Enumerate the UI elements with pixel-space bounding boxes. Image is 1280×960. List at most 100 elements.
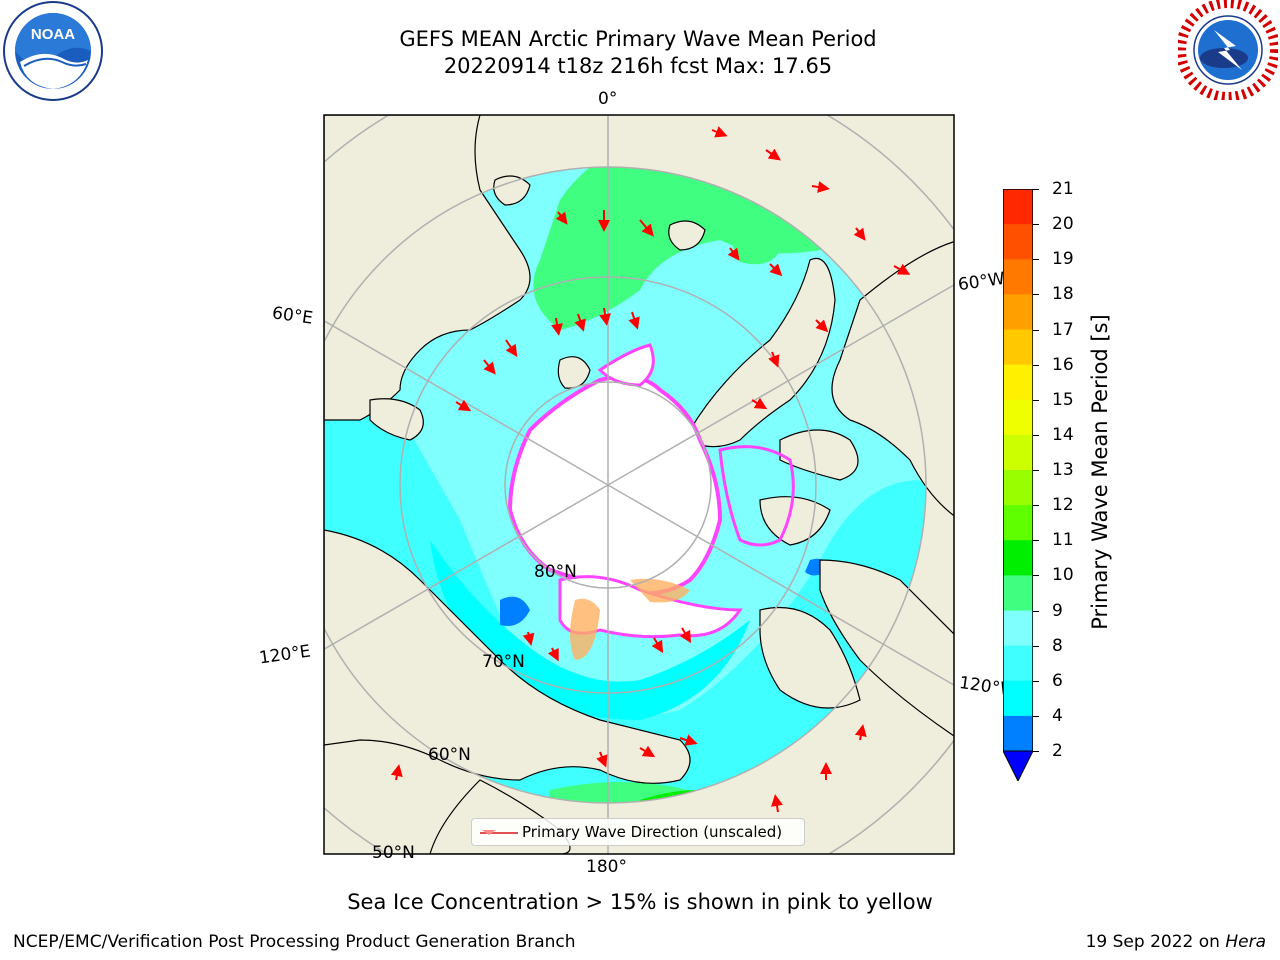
wave-arrow (768, 351, 780, 368)
colorbar-label: Primary Wave Mean Period [s] (1088, 314, 1112, 630)
colorbar-bin (1003, 224, 1033, 260)
chart-title: GEFS MEAN Arctic Primary Wave Mean Perio… (0, 26, 1276, 80)
lat-label-80n: 80°N (534, 562, 577, 582)
colorbar-bin (1003, 645, 1033, 682)
colorbar-tick-mark (1033, 645, 1039, 647)
colorbar-tick-label: 10 (1052, 565, 1074, 586)
wave-arrow (854, 724, 867, 741)
wave-arrow (769, 263, 783, 277)
colorbar-bin (1003, 259, 1033, 295)
colorbar-tick-mark (1033, 224, 1039, 226)
wave-arrow (390, 764, 403, 781)
colorbar-tick-mark (1033, 329, 1039, 331)
colorbar-bin (1003, 399, 1033, 436)
title-line-1: GEFS MEAN Arctic Primary Wave Mean Perio… (399, 27, 877, 51)
legend-arrow-icon (482, 830, 496, 835)
wave-arrow (893, 263, 911, 275)
legend: Primary Wave Direction (unscaled) (471, 818, 805, 846)
colorbar-tick-label: 13 (1052, 460, 1074, 480)
colorbar-tick-label: 17 (1052, 319, 1074, 340)
colorbar-tick-mark (1033, 751, 1039, 752)
wave-arrow (651, 637, 664, 654)
wave-arrow (751, 397, 768, 410)
wave-arrow (505, 339, 518, 357)
colorbar-tick-label: 4 (1052, 705, 1063, 726)
wave-arrow (815, 319, 829, 333)
wave-arrow (596, 751, 608, 768)
wave-arrow (771, 794, 783, 813)
colorbar-tick-mark (1033, 399, 1039, 401)
colorbar-tick-mark (1033, 189, 1039, 190)
footer-date-text: 19 Sep 2022 on (1085, 932, 1220, 952)
wave-arrow (599, 307, 611, 326)
wave-arrow (574, 313, 586, 332)
wave-arrow (551, 317, 563, 336)
colorbar-tick-label: 18 (1052, 284, 1074, 305)
lat-label-60n: 60°N (428, 745, 471, 765)
colorbar-tick-label: 8 (1052, 635, 1063, 656)
wave-arrow (547, 647, 559, 662)
lat-label-50n: 50°N (372, 843, 415, 863)
colorbar-tick-mark (1033, 505, 1039, 507)
wave-arrow (628, 311, 640, 330)
map-frame (323, 114, 955, 855)
wave-arrow (639, 745, 656, 758)
lat-label-70n: 70°N (482, 652, 525, 672)
footer-credit: NCEP/EMC/Verification Post Processing Pr… (13, 932, 576, 952)
wave-arrow (483, 359, 496, 375)
colorbar-bin (1003, 540, 1033, 576)
colorbar-tick-label: 9 (1052, 600, 1063, 621)
noaa-logo-text: NOAA (31, 26, 75, 43)
colorbar-bin (1003, 189, 1033, 225)
wave-arrow (455, 399, 472, 412)
wave-arrow (639, 219, 654, 237)
sea-ice (507, 343, 795, 660)
wave-arrow (679, 627, 692, 644)
legend-line (480, 832, 518, 834)
nws-logo (1178, 0, 1278, 100)
colorbar-tick-label: 16 (1052, 354, 1074, 375)
colorbar-tick-mark (1033, 470, 1039, 471)
noaa-logo: NOAA (3, 1, 103, 101)
lon-label-0: 0° (598, 89, 618, 109)
colorbar-tick-mark (1033, 575, 1039, 577)
colorbar-tick-label: 14 (1052, 424, 1074, 445)
colorbar-bin (1003, 364, 1033, 401)
title-line-2: 20220914 t18z 216h fcst Max: 17.65 (443, 54, 833, 78)
colorbar-tick-mark (1033, 259, 1039, 261)
colorbar-tick-label: 15 (1052, 389, 1074, 410)
colorbar-tick-label: 19 (1052, 249, 1074, 270)
colorbar-tick-mark (1033, 294, 1039, 296)
colorbar-tick-label: 21 (1052, 179, 1074, 199)
colorbar-bin (1003, 715, 1033, 752)
colorbar-bin (1003, 610, 1033, 647)
wave-arrow (711, 126, 728, 138)
graticule (324, 115, 954, 854)
colorbar (1003, 189, 1033, 781)
colorbar-tick-label: 20 (1052, 214, 1074, 235)
colorbar-bin (1003, 575, 1033, 611)
colorbar-tick-mark (1033, 715, 1039, 717)
wave-arrow (679, 734, 698, 746)
wave-arrow (765, 148, 781, 161)
colorbar-bin (1003, 470, 1033, 506)
colorbar-tick-label: 12 (1052, 495, 1074, 516)
colorbar-tick-mark (1033, 610, 1039, 612)
colorbar-tick-mark (1033, 434, 1039, 436)
footer-host: Hera (1225, 932, 1266, 952)
colorbar-bin (1003, 294, 1033, 330)
legend-label: Primary Wave Direction (unscaled) (522, 823, 783, 841)
colorbar-tick-mark (1033, 540, 1039, 542)
colorbar-bin (1003, 434, 1033, 471)
colorbar-tick-mark (1033, 364, 1039, 366)
colorbar-tick-label: 6 (1052, 670, 1063, 691)
wave-arrow (522, 631, 535, 646)
wave-arrow (555, 211, 568, 225)
wave-arrow (853, 227, 866, 241)
colorbar-extend-triangle (1003, 750, 1033, 781)
sea-ice-note: Sea Ice Concentration > 15% is shown in … (347, 890, 933, 914)
colorbar-tick-mark (1033, 680, 1039, 682)
wave-arrow (811, 181, 830, 193)
colorbar-bin (1003, 329, 1033, 366)
